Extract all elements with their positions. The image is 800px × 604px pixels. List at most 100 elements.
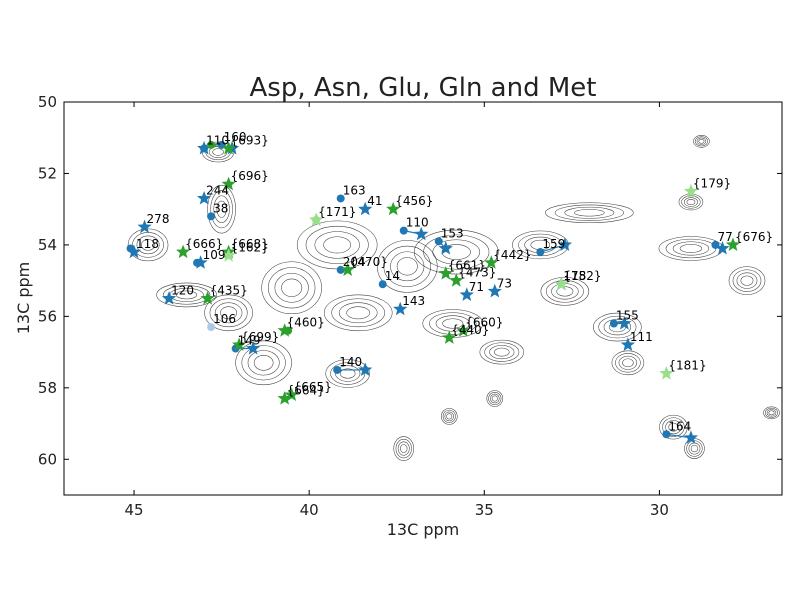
peak-marker-star	[221, 248, 236, 262]
x-tick-label: 45	[125, 501, 144, 519]
contour-line	[489, 345, 515, 360]
peak-marker-star	[137, 219, 152, 234]
peak-marker-star	[442, 330, 457, 344]
peak-label: 149	[238, 334, 261, 348]
contour-line	[690, 444, 699, 453]
y-tick-label: 50	[38, 93, 57, 111]
peak-marker-star	[484, 255, 499, 269]
contour-line	[400, 444, 408, 453]
contour-line	[486, 390, 504, 407]
contour-line	[683, 197, 698, 207]
peak-marker-star	[683, 430, 699, 444]
peak-label: 143	[402, 294, 425, 308]
peak-marker-star	[197, 140, 212, 155]
peak-marker-star	[277, 391, 292, 405]
contour-line	[393, 436, 415, 461]
contour-line	[740, 275, 754, 286]
contour-line	[662, 417, 685, 437]
peak-marker-circle	[336, 194, 345, 203]
peak-marker-star	[126, 244, 142, 259]
peak-marker-star	[393, 301, 408, 316]
peak-marker-circle	[536, 248, 545, 257]
peak-marker-star	[456, 323, 471, 337]
contour-line	[325, 359, 370, 388]
peak-label: {460}	[287, 316, 325, 330]
contour-line	[253, 355, 274, 371]
y-tick-label: 54	[38, 236, 57, 254]
peak-marker-star	[386, 201, 401, 216]
contour-line	[545, 202, 634, 224]
peak-label: 244	[206, 183, 229, 197]
peak-marker-star	[659, 366, 674, 380]
contour-line	[440, 408, 458, 425]
contour-line	[672, 241, 710, 256]
contour-line	[545, 280, 584, 303]
spectrum-contours	[127, 135, 780, 461]
peak-label: {442}	[493, 248, 531, 262]
contour-line	[574, 209, 605, 217]
peak-label: {171}	[318, 205, 356, 219]
peak-label: 175	[563, 269, 586, 283]
peak-label: 71	[469, 280, 484, 294]
peak-marker-star	[557, 237, 572, 251]
contour-line	[204, 294, 253, 332]
peak-marker-star	[554, 276, 569, 291]
peak-marker-circle	[207, 140, 216, 149]
peak-label: {664}	[287, 384, 325, 398]
contour-line	[618, 355, 638, 370]
contour-line	[593, 312, 642, 342]
contour-line	[684, 438, 705, 459]
contour-line	[681, 195, 701, 209]
contour-line	[764, 407, 779, 418]
contour-line	[766, 409, 777, 417]
contour-line	[598, 315, 637, 339]
contour-line	[564, 206, 615, 219]
contour-line	[213, 195, 230, 223]
peak-label: {699}	[241, 330, 279, 344]
contour-line	[330, 362, 366, 385]
contour-line	[686, 199, 696, 206]
peak-marker-star	[221, 140, 236, 155]
contour-line	[441, 244, 471, 260]
contour-line	[397, 441, 410, 456]
contour-line	[435, 315, 470, 332]
contour-line	[335, 365, 361, 382]
contour-line	[383, 245, 431, 287]
peak-marker-circle	[662, 430, 671, 439]
contour-line	[732, 269, 762, 292]
peak-marker-star	[161, 291, 177, 305]
contour-line	[768, 410, 775, 416]
peak-marker-circle	[399, 226, 408, 235]
contour-line	[429, 312, 477, 335]
peak-marker-star	[438, 241, 453, 255]
contour-line	[698, 138, 705, 144]
peak-label: {162}	[231, 241, 269, 255]
contour-line	[220, 306, 238, 320]
peak-label: 111	[630, 330, 653, 344]
peak-marker-star	[438, 266, 453, 280]
peak-label: 110	[406, 216, 429, 230]
peak-label: 38	[213, 201, 228, 215]
contour-line	[665, 420, 682, 435]
contour-line	[488, 392, 502, 406]
peak-marker-circle	[126, 244, 135, 253]
contour-line	[214, 302, 243, 324]
contour-line	[247, 350, 280, 376]
contour-line	[432, 239, 481, 265]
peak-label: 140	[339, 355, 362, 369]
x-tick-label: 30	[650, 501, 669, 519]
peak-label: 77	[717, 230, 732, 244]
peak-marker-circle	[609, 319, 618, 328]
contour-line	[728, 266, 766, 295]
peak-markers	[126, 140, 741, 444]
contour-line	[603, 318, 632, 336]
peak-marker-circle	[378, 280, 387, 289]
peak-marker-star	[176, 244, 191, 259]
peak-marker-circle	[333, 365, 342, 374]
peak-label: {693}	[231, 133, 269, 147]
contour-line	[323, 294, 393, 332]
peak-label: {456}	[395, 194, 433, 208]
contour-line	[484, 342, 520, 362]
peak-label: 164	[668, 419, 691, 433]
